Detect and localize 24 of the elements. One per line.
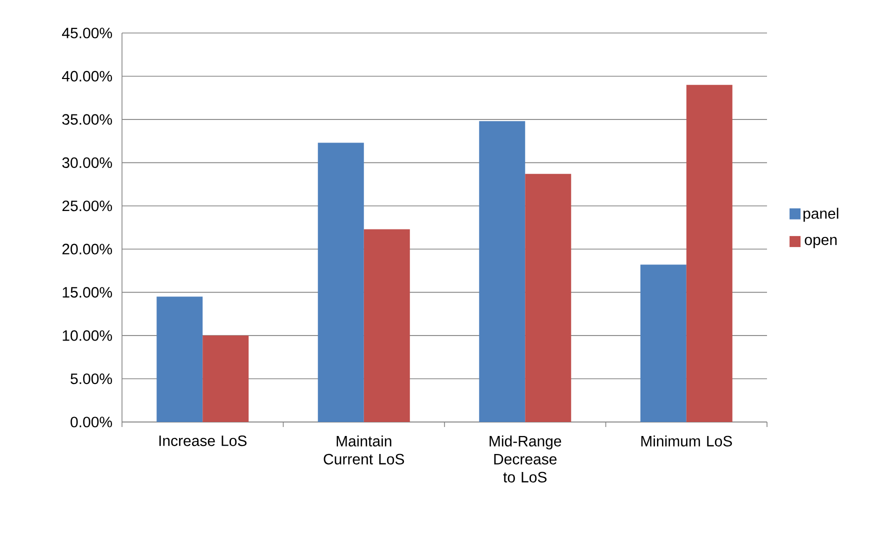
bar	[318, 142, 364, 422]
x-tick-label: Increase LoS	[159, 435, 247, 446]
bar	[525, 174, 572, 422]
y-tick-label: 5.00%	[70, 373, 112, 384]
y-tick-label: 0.00%	[70, 416, 112, 428]
y-tick-label: 45.00%	[62, 28, 112, 38]
y-tick-label: 15.00%	[62, 287, 112, 298]
bar	[364, 229, 410, 422]
y-tick-label: 25.00%	[62, 200, 112, 212]
x-tick-label: Minimum LoS	[641, 435, 732, 446]
y-tick-label: 30.00%	[62, 157, 112, 168]
y-tick-label: 40.00%	[62, 70, 112, 82]
bar	[156, 296, 203, 422]
bar	[202, 336, 249, 422]
bar	[640, 264, 686, 422]
bar	[686, 84, 732, 422]
y-tick-label: 35.00%	[62, 114, 112, 125]
bar	[479, 121, 526, 422]
x-tick-label: Maintain Current LoS	[324, 435, 404, 464]
y-tick-label: 20.00%	[62, 244, 112, 254]
legend-label: open	[804, 236, 837, 248]
x-tick-label: Mid-Range Decrease to LoS	[490, 435, 562, 482]
y-tick-label: 10.00%	[62, 330, 112, 341]
legend-label: panel	[804, 208, 838, 222]
